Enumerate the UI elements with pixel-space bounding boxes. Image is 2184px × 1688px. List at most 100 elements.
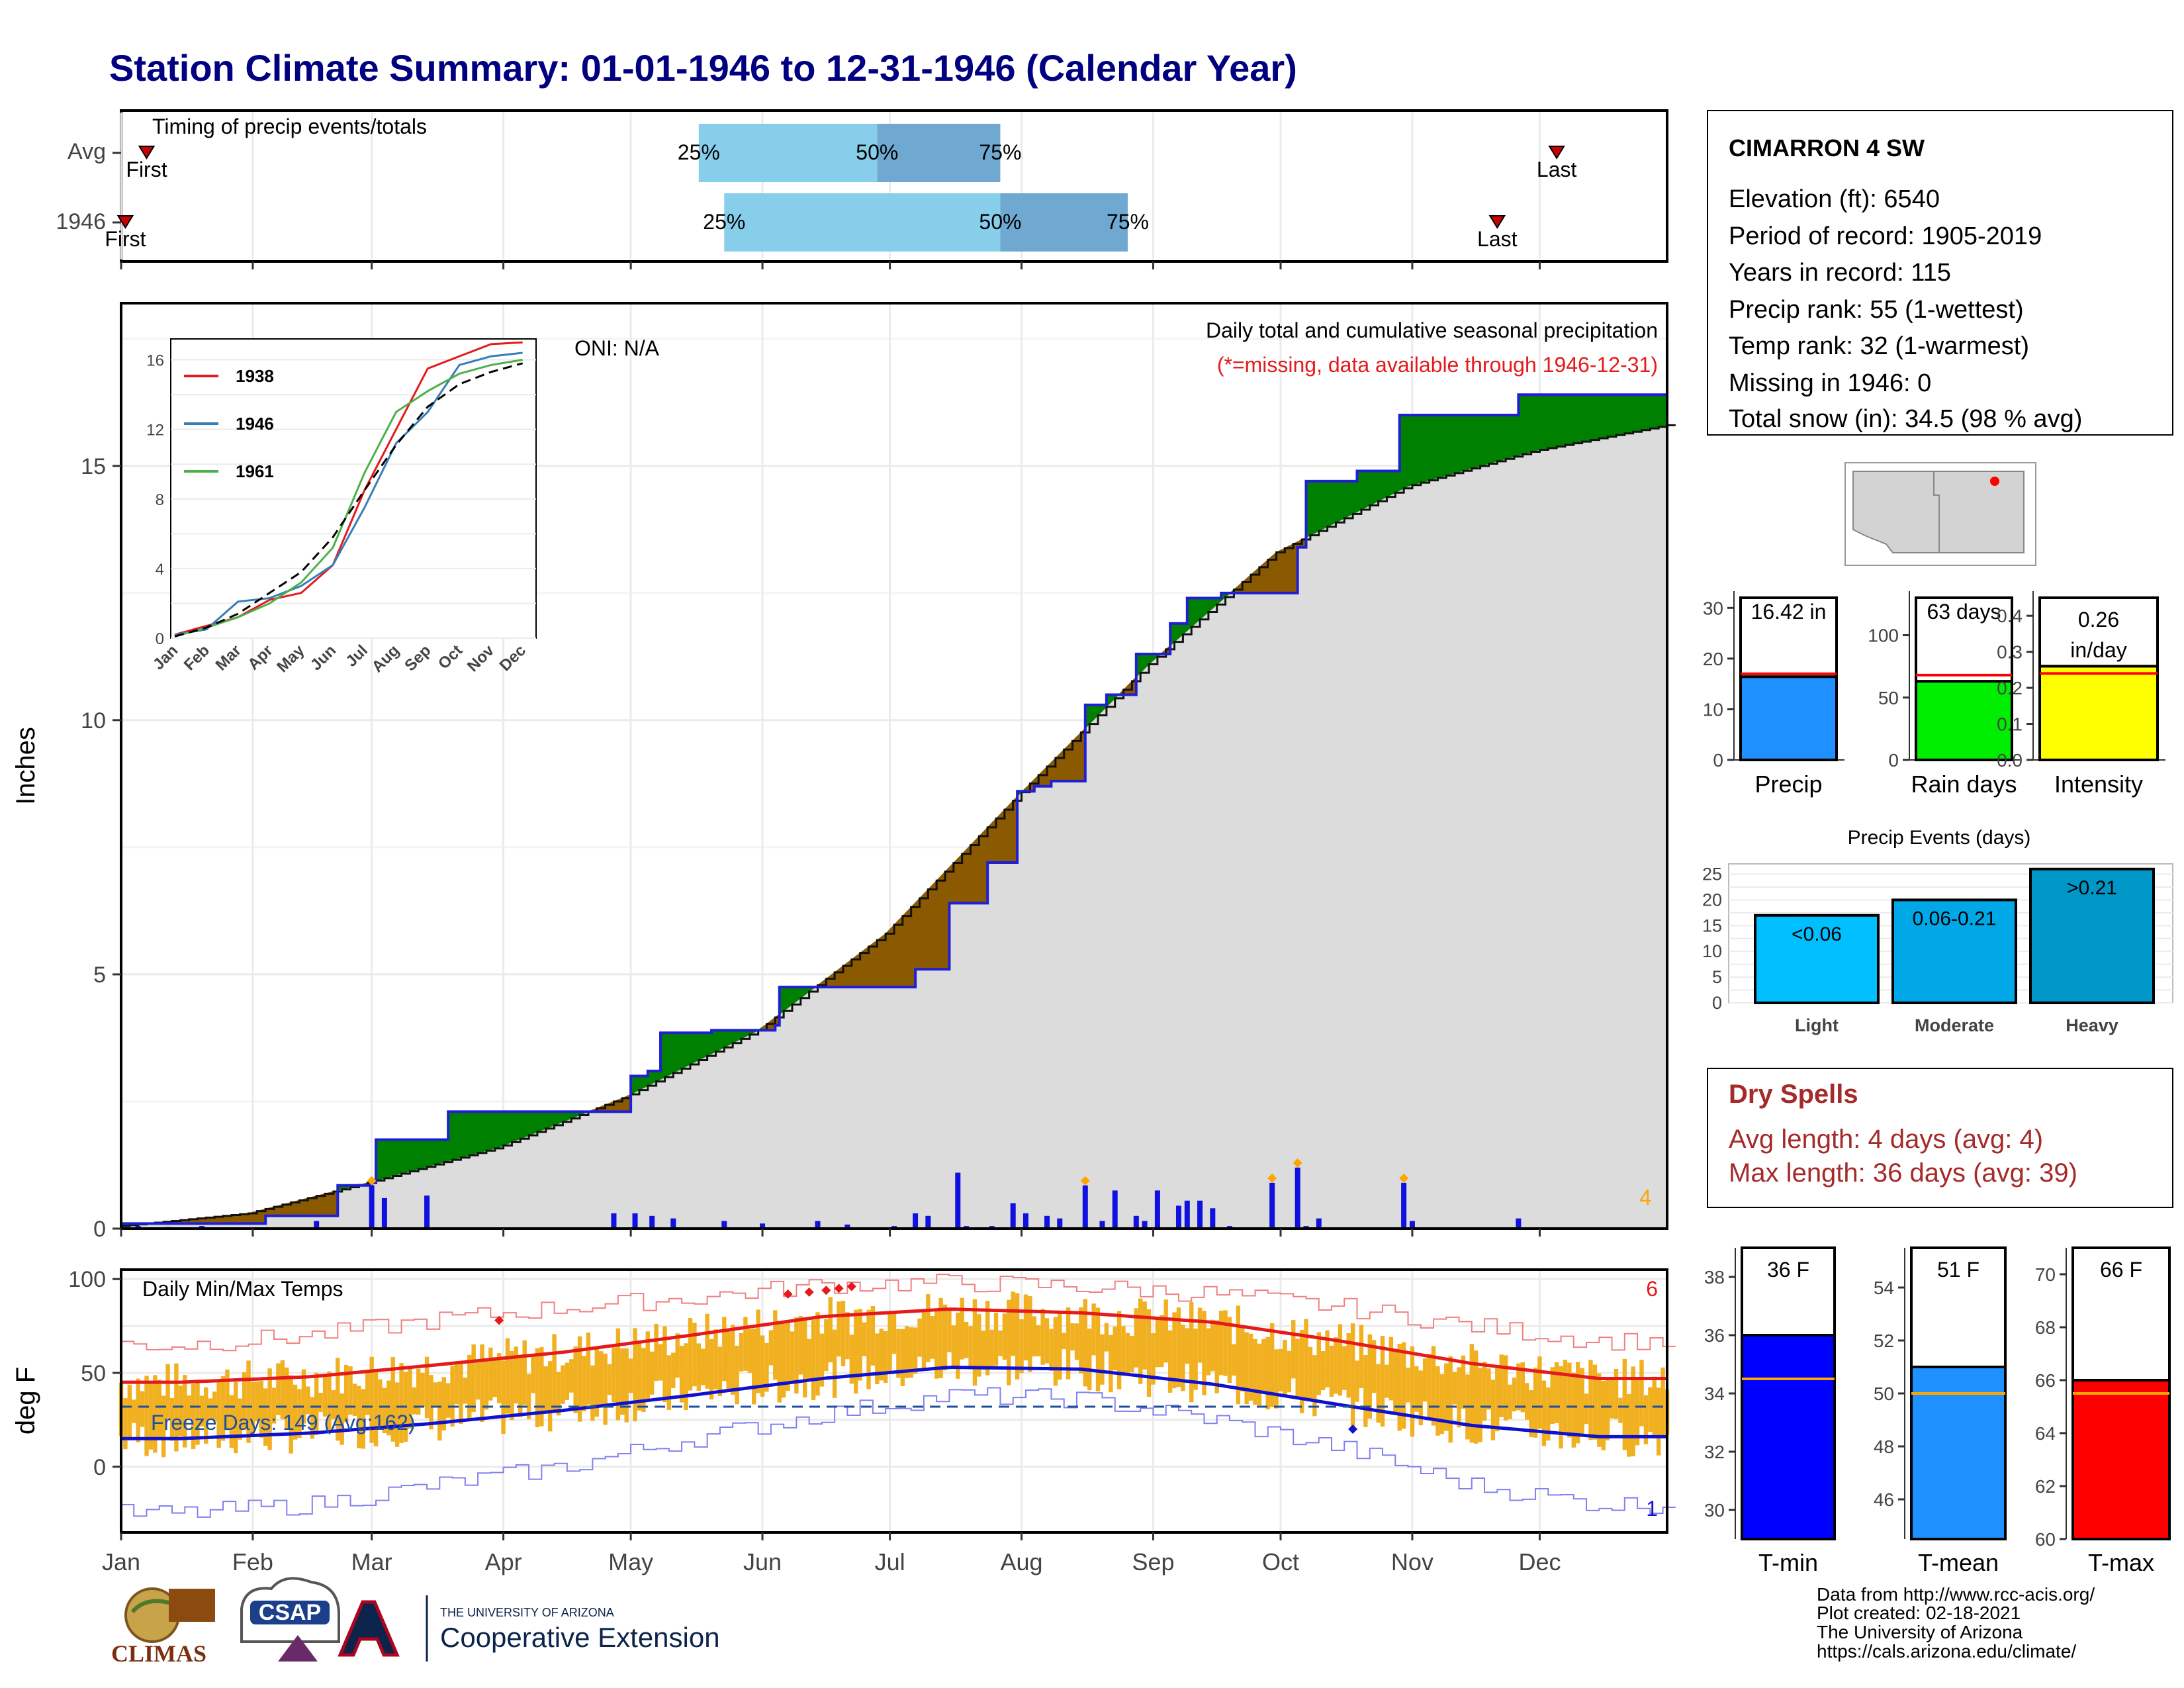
daily-temp-bar (492, 1357, 497, 1397)
precip-above-avg-band (1547, 394, 1553, 449)
daily-temp-bar (705, 1313, 709, 1389)
daily-temp-bar (361, 1389, 366, 1449)
daily-temp-bar (301, 1369, 306, 1424)
csap-text: CSAP (259, 1600, 321, 1625)
daily-temp-bar (561, 1365, 565, 1404)
daily-temp-bar (713, 1329, 718, 1389)
daily-temp-bar (654, 1323, 659, 1382)
precip-above-avg-band (1403, 414, 1409, 489)
precip-above-avg-band (1437, 414, 1443, 479)
daily-temp-bar (467, 1354, 472, 1420)
daily-temp-bar (518, 1356, 523, 1417)
daily-temp-bar (1002, 1313, 1007, 1360)
daily-temp-bar (238, 1398, 242, 1440)
daily-precip-bar (1175, 1205, 1181, 1229)
precip-y-label: Inches (11, 727, 40, 805)
precip-above-avg-band (1335, 481, 1341, 524)
daily-temp-bar (1019, 1319, 1024, 1374)
timing-bars: 25% 50% 75% First Last 25% 50% 75% First Last (105, 124, 1576, 252)
daily-temp-bar (1520, 1362, 1525, 1413)
inset-legend-label: 1946 (236, 414, 274, 434)
temp-bar-tick-label: 36 (1704, 1325, 1725, 1346)
daily-temp-bar (285, 1367, 289, 1429)
precip-areas (120, 393, 1676, 1229)
precip-above-avg-band (1369, 470, 1375, 506)
daily-temp-bar (365, 1370, 370, 1415)
mini-bar-tick-label: 0.2 (1997, 678, 2023, 698)
precip-above-avg-band (1408, 414, 1413, 487)
inset-ytick-label: 16 (146, 352, 164, 370)
precip-above-avg-band (477, 1111, 482, 1154)
daily-temp-bar (136, 1378, 140, 1442)
daily-temp-bar (1622, 1358, 1627, 1450)
record-min-line (121, 1387, 1676, 1518)
station-missing: Missing in 1946: 0 (1729, 369, 1931, 397)
temp-record-marker (821, 1286, 831, 1295)
ua-logo: THE UNIVERSITY OF ARIZONA Cooperative Ex… (338, 1595, 720, 1662)
daily-temp-bar (1618, 1397, 1623, 1423)
precip-above-avg-band (1556, 394, 1562, 447)
precip-above-avg-band (1420, 414, 1426, 483)
precip-above-avg-band (414, 1139, 419, 1171)
timing-marker (116, 215, 134, 229)
footer-credits: Data from http://www.rcc-acis.org/ Plot … (1817, 1584, 2095, 1662)
month-label: Dec (1518, 1548, 1561, 1575)
precip-corner-count: 4 (1639, 1186, 1651, 1209)
precip-above-avg-band (1459, 414, 1464, 473)
precip-above-avg-band (1522, 394, 1527, 455)
precip-above-avg-band (1412, 414, 1417, 486)
daily-temp-bar (1597, 1373, 1602, 1447)
precip-above-avg-band (396, 1139, 402, 1176)
daily-temp-bar (1401, 1342, 1406, 1429)
events-tick-label: 5 (1712, 967, 1722, 987)
daily-temp-bar (926, 1294, 931, 1362)
daily-temp-bar (730, 1325, 735, 1395)
mini-bar-tick-label: 0.3 (1997, 642, 2023, 663)
temp-bar-label: T-min (1758, 1549, 1818, 1576)
daily-temp-bar (624, 1348, 629, 1423)
daily-temp-bar (1576, 1362, 1580, 1444)
daily-temp-bar (1134, 1308, 1139, 1368)
daily-temp-bar (862, 1322, 867, 1356)
precip-above-avg-band (1641, 394, 1647, 431)
daily-temp-bar (378, 1379, 383, 1429)
daily-precip-bar (1401, 1182, 1407, 1229)
daily-temp-bar (951, 1325, 956, 1368)
daily-temp-bar (577, 1336, 582, 1422)
daily-temp-bar (968, 1326, 973, 1370)
precip-below-avg-band (974, 835, 979, 904)
daily-temp-bar (1185, 1328, 1190, 1364)
precip-above-avg-band (1501, 414, 1506, 461)
precip-above-avg-band (452, 1111, 457, 1160)
daily-temp-bar (607, 1364, 612, 1395)
daily-temp-bar (798, 1316, 803, 1375)
daily-temp-bar (1563, 1360, 1568, 1434)
daily-temp-bar (1308, 1346, 1313, 1401)
daily-temp-bar (276, 1363, 281, 1415)
precip-above-avg-band (1480, 414, 1485, 467)
daily-temp-bar (1193, 1329, 1198, 1390)
precip-below-avg-band (932, 879, 937, 970)
daily-temp-bar (569, 1359, 574, 1393)
daily-temp-bar (1410, 1346, 1415, 1437)
daily-temp-bar (620, 1348, 625, 1415)
daily-temp-bar (1478, 1368, 1482, 1442)
precip-above-avg-band (707, 1032, 712, 1056)
temp-frame (120, 1268, 1668, 1534)
daily-temp-bar (1049, 1329, 1054, 1371)
daily-temp-bar (900, 1329, 905, 1386)
daily-temp-bar (1320, 1351, 1326, 1391)
daily-temp-bar (399, 1363, 404, 1443)
daily-temp-bar (662, 1326, 667, 1403)
mini-bar-box (1915, 596, 2013, 683)
daily-temp-bar (1584, 1393, 1589, 1425)
precip-above-avg-band (392, 1139, 398, 1177)
daily-temp-bar (1283, 1340, 1287, 1396)
daily-temp-bar (501, 1360, 506, 1434)
precip-above-avg-band (460, 1111, 466, 1158)
inset-ytick-label: 12 (146, 422, 164, 440)
daily-temp-bar (1448, 1356, 1453, 1443)
precip-above-avg-band (1569, 394, 1574, 445)
daily-temp-bar (496, 1352, 502, 1403)
climas-logo: CLIMAS (111, 1587, 215, 1667)
